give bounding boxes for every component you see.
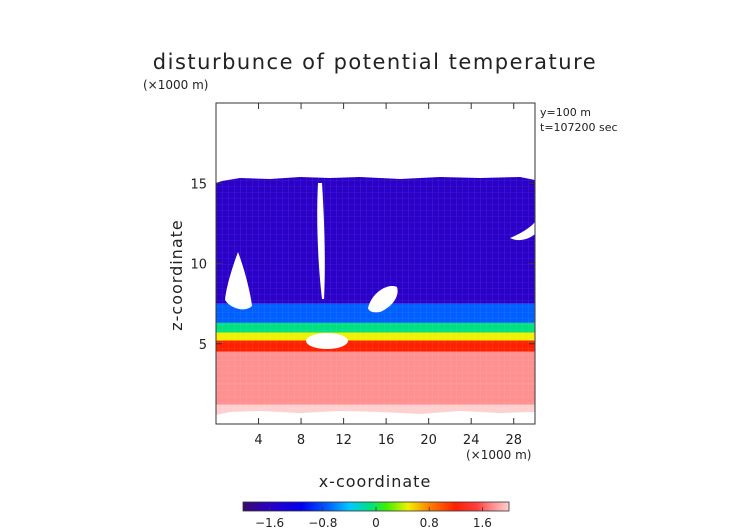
y-tick-label-15: 15 — [190, 177, 207, 192]
x-tick-label-8: 8 — [297, 433, 305, 448]
x-tick-label-16: 16 — [378, 433, 395, 448]
x-axis: 4 8 12 16 20 24 28 — [254, 103, 522, 448]
y-axis-label: z-coordinate — [167, 219, 186, 331]
grid-overlay — [216, 103, 535, 424]
colorbar-tick-label-4: 1.6 — [473, 516, 492, 530]
colorbar-tick-label-1: −0.8 — [308, 516, 337, 530]
y-tick-label-10: 10 — [190, 258, 207, 273]
y-tick-label-5: 5 — [199, 338, 207, 353]
chart-title: disturbunce of potential temperature — [153, 50, 597, 74]
x-tick-label-12: 12 — [335, 433, 352, 448]
x-tick-label-4: 4 — [254, 433, 262, 448]
x-unit-label: (×1000 m) — [466, 448, 531, 462]
x-tick-label-20: 20 — [420, 433, 437, 448]
x-tick-label-28: 28 — [505, 433, 522, 448]
x-tick-label-24: 24 — [463, 433, 480, 448]
colorbar-ticks: −1.6 −0.8 0 0.8 1.6 — [255, 507, 492, 530]
unit-label: (×1000 m) — [143, 78, 208, 92]
y-axis: 5 10 15 — [190, 177, 535, 353]
annotation-y: y=100 m — [540, 106, 591, 119]
colorbar-tick-label-0: −1.6 — [255, 516, 284, 530]
field — [216, 103, 535, 424]
annotation-t: t=107200 sec — [540, 121, 618, 134]
colorbar-tick-label-2: 0 — [372, 516, 380, 530]
x-axis-label: x-coordinate — [319, 472, 432, 491]
colorbar-tick-label-3: 0.8 — [420, 516, 439, 530]
